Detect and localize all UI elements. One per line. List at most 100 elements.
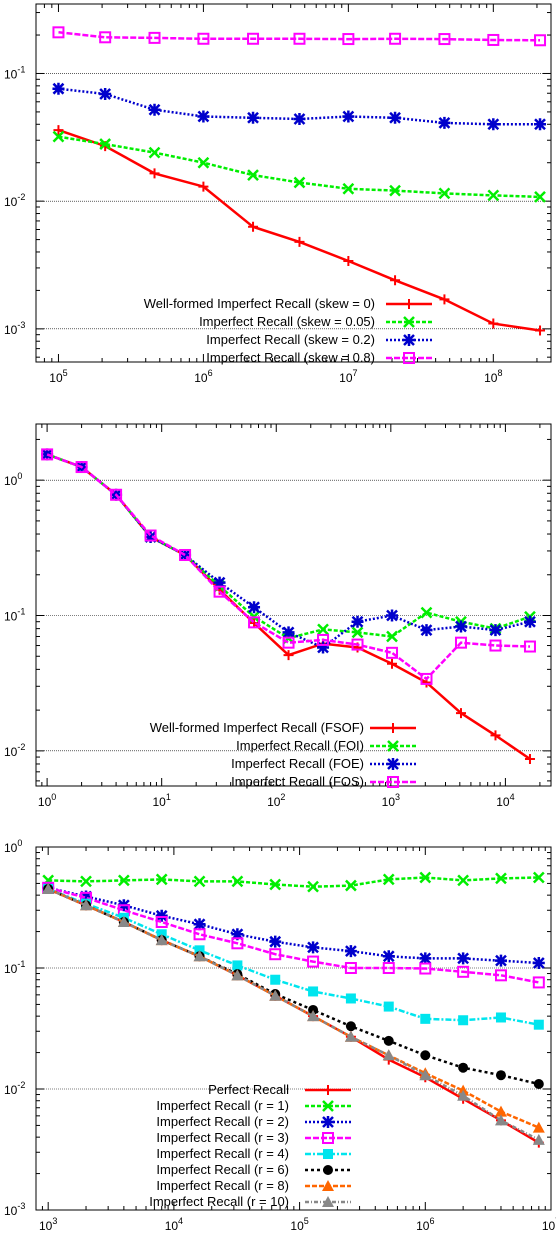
tick-base: 10 — [194, 371, 208, 385]
tick-exponent: 5 — [304, 1216, 309, 1226]
filled-square-marker — [232, 960, 243, 971]
x-tick-label: 103 — [39, 1216, 57, 1233]
plus-marker — [283, 650, 294, 661]
legend-label: Imperfect Recall (FOS) — [231, 774, 364, 789]
star-marker — [344, 945, 357, 958]
x-tick-label: 103 — [382, 792, 400, 809]
filled-square-marker — [383, 1001, 394, 1012]
triangle-marker — [494, 1114, 507, 1126]
series-line — [47, 887, 540, 1086]
series-line — [58, 135, 541, 199]
series-4 — [42, 881, 545, 989]
plus-marker — [53, 125, 64, 136]
star-marker — [489, 624, 502, 637]
plus-marker — [387, 658, 398, 669]
x-marker — [419, 871, 432, 884]
y-tick-label: 10-1 — [4, 607, 25, 624]
star-marker — [144, 531, 157, 544]
circle-marker — [420, 1050, 431, 1061]
tick-exponent: 0 — [51, 792, 56, 802]
x-tick-label: 104 — [496, 792, 514, 809]
square-marker — [534, 34, 547, 47]
square-marker — [155, 915, 168, 928]
star-marker — [351, 615, 364, 628]
tick-exponent: 3 — [52, 1216, 57, 1226]
square-marker — [247, 32, 260, 45]
plus-marker — [149, 168, 160, 179]
square-marker — [317, 633, 330, 646]
circle-marker — [323, 1165, 333, 1175]
star-marker — [457, 952, 470, 965]
x-marker — [322, 1100, 334, 1112]
y-tick-label: 10-2 — [4, 1080, 25, 1097]
square-marker — [420, 672, 433, 685]
legend-label: Imperfect Recall (r = 1) — [156, 1098, 289, 1113]
triangle-marker — [532, 1133, 545, 1145]
plot-frame — [35, 3, 552, 363]
legend-label: Imperfect Recall (skew = 0.05) — [199, 314, 375, 329]
triangle-marker — [269, 989, 282, 1001]
tick-base: 10 — [4, 323, 18, 337]
tick-base: 10 — [4, 745, 18, 759]
tick-exponent: 3 — [395, 792, 400, 802]
triangle-marker — [231, 969, 244, 981]
tick-exponent: -1 — [17, 64, 25, 74]
x-marker — [382, 873, 395, 886]
x-marker — [247, 169, 259, 181]
star-marker — [213, 576, 226, 589]
x-tick-label: 107 — [339, 368, 357, 385]
star-marker — [386, 609, 399, 622]
x-marker — [193, 875, 206, 888]
tick-base: 10 — [382, 795, 396, 809]
square-marker — [403, 352, 415, 364]
series-line — [47, 886, 540, 984]
triangle-marker — [532, 1121, 545, 1133]
x-axis: 100 101 102 103 104 — [35, 424, 541, 809]
plus-marker — [343, 255, 354, 266]
star-marker — [247, 111, 260, 124]
legend-label: Imperfect Recall (skew = 0.2) — [206, 332, 375, 347]
square-marker — [342, 33, 355, 46]
triangle-marker — [307, 1010, 320, 1022]
y-tick-label: 10-2 — [4, 192, 25, 209]
x-marker — [197, 156, 210, 169]
star-marker — [403, 334, 415, 346]
plus-marker — [388, 723, 398, 733]
x-marker — [387, 740, 399, 752]
star-marker — [80, 890, 93, 903]
tick-base: 10 — [542, 1219, 556, 1233]
filled-square-marker — [270, 974, 281, 985]
legend: Well-formed Imperfect Recall (FSOF) Imper… — [150, 720, 416, 789]
square-marker — [231, 937, 244, 950]
tick-base: 10 — [496, 795, 510, 809]
tick-base: 10 — [484, 371, 498, 385]
tick-base: 10 — [339, 371, 353, 385]
x-tick-label: 108 — [484, 368, 502, 385]
tick-exponent: 2 — [280, 792, 285, 802]
star-marker — [420, 624, 433, 637]
series-line — [48, 876, 539, 888]
tick-exponent: 6 — [208, 368, 213, 378]
star-marker — [523, 615, 536, 628]
legend: Well-formed Imperfect Recall (skew = 0) I… — [144, 296, 432, 365]
star-marker — [193, 918, 206, 931]
tick-exponent: -3 — [17, 320, 25, 330]
tick-base: 10 — [165, 1219, 179, 1233]
star-marker — [382, 950, 395, 963]
star-marker — [197, 110, 210, 123]
y-axis: 10-110-210-3 — [4, 12, 551, 358]
series-1 — [53, 125, 546, 336]
tick-base: 10 — [4, 962, 18, 976]
legend-label: Imperfect Recall (r = 8) — [156, 1178, 289, 1193]
tick-exponent: -2 — [17, 192, 25, 202]
x-marker — [534, 191, 546, 203]
series-line — [46, 453, 531, 649]
plus-marker — [490, 730, 501, 741]
legend-label: Imperfect Recall (FOI) — [236, 738, 364, 753]
x-tick-label: 105 — [49, 368, 67, 385]
square-marker — [293, 32, 306, 45]
star-marker — [389, 111, 402, 124]
legend-label: Well-formed Imperfect Recall (skew = 0) — [144, 296, 375, 311]
tick-exponent: 6 — [429, 1216, 434, 1226]
